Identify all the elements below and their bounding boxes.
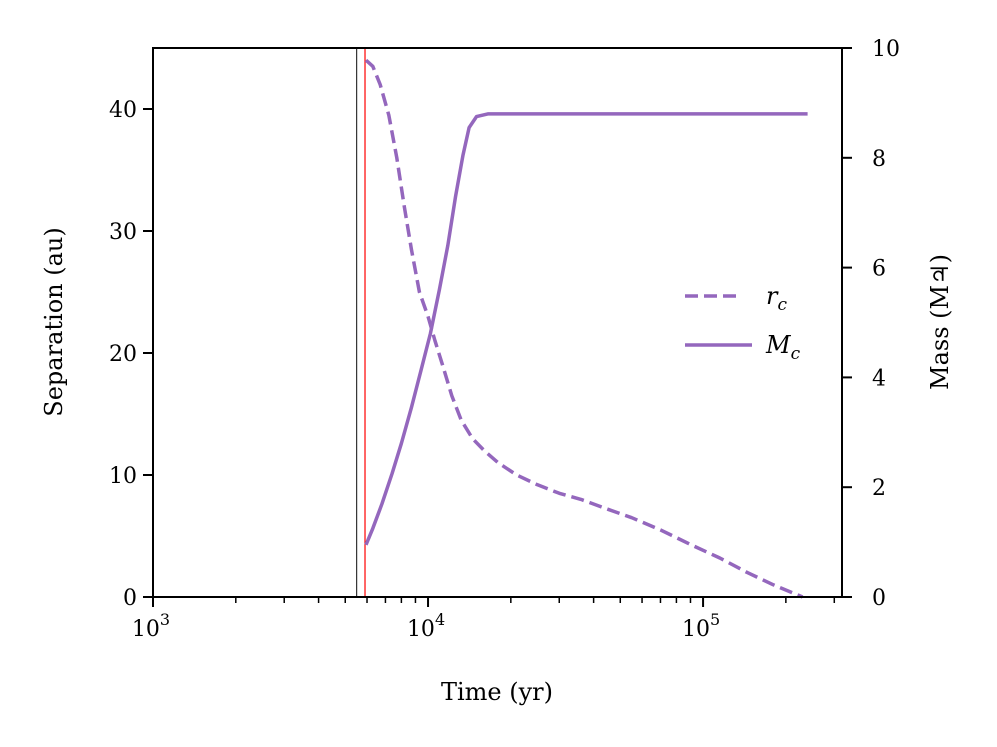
y-left-tick-label: 20 (109, 342, 137, 367)
series-line-M_c (364, 112, 808, 546)
ticks-layer (143, 47, 852, 607)
series-layer (364, 58, 808, 599)
y-right-tick-label: 0 (872, 586, 886, 611)
y-left-tick-label: 10 (109, 464, 137, 489)
x-tick-label: 103 (132, 610, 170, 642)
y-left-axis-title: Separation (au) (40, 227, 68, 416)
y-left-tick-label: 30 (109, 220, 137, 245)
labels-layer: 103 104 105 0 10 20 30 40 0 2 4 6 8 10 (109, 37, 900, 642)
y-left-tick-label: 40 (109, 98, 137, 123)
series-line-r_c (364, 58, 804, 599)
x-tick-label: 105 (682, 610, 720, 642)
y-left-tick-label: 0 (123, 586, 137, 611)
legend-label-r_c: rc (766, 282, 787, 315)
y-right-tick-label: 10 (872, 37, 900, 62)
y-right-tick-label: 8 (872, 147, 886, 172)
x-axis-title: Time (yr) (441, 678, 553, 706)
x-tick-label: 104 (407, 610, 445, 642)
y-right-tick-label: 2 (872, 476, 886, 501)
plot-frame (152, 47, 843, 598)
y-right-tick-label: 6 (872, 257, 886, 282)
y-right-tick-label: 4 (872, 366, 886, 391)
legend-label-M_c: Mc (765, 331, 801, 364)
legend: rc Mc (685, 282, 801, 364)
vlines-layer (356, 48, 366, 597)
y-right-axis-title: Mass (M♃) (926, 254, 954, 390)
